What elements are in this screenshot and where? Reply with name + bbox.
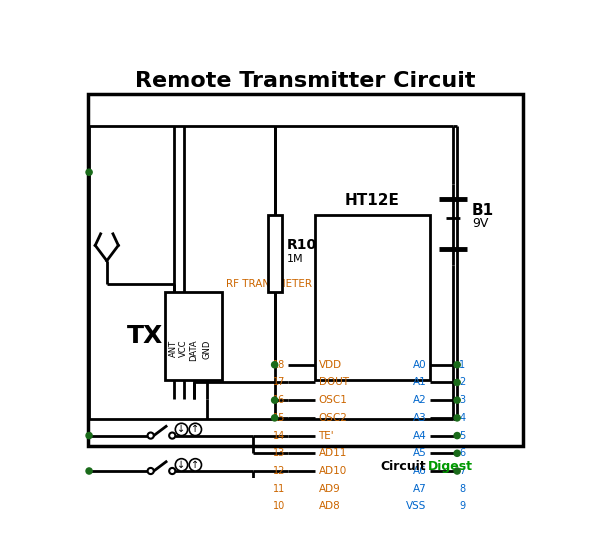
Circle shape [454,503,460,510]
Circle shape [454,468,460,474]
Text: A6: A6 [412,466,426,476]
Text: 16: 16 [273,395,285,405]
Text: 4: 4 [460,413,465,423]
Circle shape [86,432,92,439]
Circle shape [454,361,460,368]
Text: AD10: AD10 [318,466,347,476]
Circle shape [175,459,188,471]
Circle shape [454,432,460,439]
Text: DATA: DATA [190,340,198,361]
Circle shape [189,459,201,471]
Text: 1: 1 [460,360,465,370]
Circle shape [175,423,188,436]
Text: Digest: Digest [428,460,473,473]
Text: ↓: ↓ [178,424,185,434]
Circle shape [272,361,278,368]
Circle shape [454,503,460,510]
Text: AD11: AD11 [318,448,347,458]
Text: OSC2: OSC2 [318,413,347,423]
Text: ↓: ↓ [178,460,185,470]
Circle shape [454,397,460,403]
Text: HT12E: HT12E [345,193,400,208]
Text: 9V: 9V [472,217,488,230]
Text: 1M: 1M [287,254,303,264]
Circle shape [454,450,460,456]
Circle shape [86,468,92,474]
Text: 8: 8 [460,484,465,494]
Text: A1: A1 [412,378,426,388]
Text: A0: A0 [412,360,426,370]
Text: 13: 13 [273,448,285,458]
Circle shape [454,415,460,421]
Bar [164,292,222,380]
Text: VDD: VDD [318,360,342,370]
Text: RF TRANSMETER: RF TRANSMETER [226,279,312,289]
Bar [88,93,523,446]
Text: A4: A4 [412,431,426,440]
Text: ANT: ANT [169,340,178,357]
Text: B1: B1 [472,203,494,218]
Circle shape [272,415,278,421]
Circle shape [86,169,92,175]
Circle shape [169,468,175,474]
Text: AD9: AD9 [318,484,340,494]
Circle shape [454,485,460,492]
Text: 14: 14 [273,431,285,440]
Text: VSS: VSS [406,502,426,511]
Circle shape [169,432,175,439]
Text: 11: 11 [273,484,285,494]
Text: AD8: AD8 [318,502,340,511]
Text: A3: A3 [412,413,426,423]
Text: 2: 2 [460,378,465,388]
Text: 17: 17 [273,378,285,388]
Text: GND: GND [203,340,212,359]
Circle shape [189,423,201,436]
Text: 3: 3 [460,395,465,405]
Text: TX: TX [127,324,163,348]
Text: 7: 7 [460,466,465,476]
Text: VCC: VCC [179,340,188,357]
Text: ↑: ↑ [191,460,200,470]
Text: TE': TE' [318,431,334,440]
Bar [268,215,281,292]
Bar [315,215,430,380]
Text: 15: 15 [273,413,285,423]
Text: Remote Transmitter Circuit: Remote Transmitter Circuit [135,71,476,91]
Text: 12: 12 [273,466,285,476]
Text: ↑: ↑ [191,424,200,434]
Circle shape [148,432,154,439]
Text: A7: A7 [412,484,426,494]
Text: 18: 18 [273,360,285,370]
Circle shape [148,468,154,474]
Circle shape [272,397,278,403]
Text: A5: A5 [412,448,426,458]
Text: 6: 6 [460,448,465,458]
Text: Circuit: Circuit [381,460,426,473]
Text: A2: A2 [412,395,426,405]
Text: 5: 5 [460,431,465,440]
Text: 9: 9 [460,502,465,511]
Circle shape [454,379,460,386]
Text: DOUT: DOUT [318,378,349,388]
Text: OSC1: OSC1 [318,395,347,405]
Text: R10: R10 [287,238,317,252]
Text: 10: 10 [273,502,285,511]
